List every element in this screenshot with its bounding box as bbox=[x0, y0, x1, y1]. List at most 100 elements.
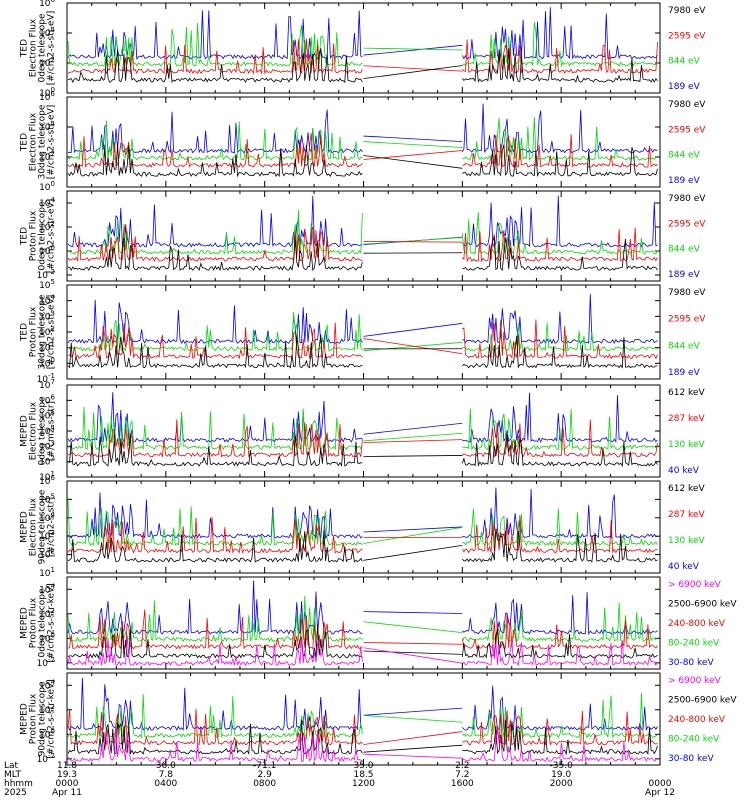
series-trace-green bbox=[67, 694, 363, 739]
y-tick-exponent: 2 bbox=[51, 607, 55, 615]
y-axis-label-line: TED bbox=[20, 133, 30, 152]
series-trace-black bbox=[462, 335, 658, 369]
series-trace-black bbox=[461, 48, 658, 83]
y-axis-label-line: MEPED bbox=[20, 511, 30, 543]
gap-connector-red bbox=[363, 150, 463, 160]
legend-entry: 7980 eV bbox=[668, 100, 706, 110]
series-trace-red bbox=[462, 710, 658, 747]
y-tick-exponent: 0 bbox=[51, 631, 55, 639]
y-axis-label-line: Electron Flux bbox=[29, 112, 39, 171]
gap-connector-red bbox=[363, 241, 463, 243]
y-axis-label-line: 0deg telescope bbox=[38, 13, 48, 83]
y-axis-label-line: 90deg telescope bbox=[38, 681, 48, 756]
gap-connector-green bbox=[363, 47, 463, 51]
gap-connector-black bbox=[363, 650, 463, 655]
series-trace-green bbox=[67, 22, 363, 68]
y-axis-label-line: TED bbox=[20, 227, 30, 246]
x-axis-mlt-label: 19.3 bbox=[57, 770, 77, 780]
legend-entry: 130 keV bbox=[668, 440, 705, 450]
series-trace-black bbox=[67, 144, 363, 178]
y-axis-label-line: Proton Flux bbox=[29, 597, 39, 648]
gap-connector-red bbox=[363, 642, 463, 645]
gap-connector-black bbox=[363, 455, 463, 457]
plot-frame bbox=[66, 480, 661, 574]
y-tick-exponent: 3 bbox=[51, 439, 55, 447]
y-tick-exponent: 5 bbox=[51, 278, 55, 286]
series-trace-black bbox=[67, 334, 363, 369]
legend-entry: 2595 eV bbox=[668, 315, 706, 325]
legend-entry: 844 eV bbox=[668, 341, 701, 351]
y-axis-label-line: 90deg telescope bbox=[38, 489, 48, 564]
series-trace-red bbox=[67, 516, 363, 554]
y-axis-label: MEPEDElectron Flux90deg telescope[#/cm2-… bbox=[20, 489, 57, 564]
series-trace-magenta bbox=[67, 635, 363, 667]
x-axis-row-label: 2025 bbox=[4, 788, 27, 798]
gap-connector-blue bbox=[363, 44, 463, 56]
y-axis-label-line: 0deg telescope bbox=[38, 588, 48, 658]
gap-connector-magenta bbox=[363, 647, 463, 664]
y-axis-label-line: 30deg telescope bbox=[38, 294, 48, 369]
y-axis-label-line: [#/cm2-s-str-keV] bbox=[47, 679, 57, 758]
series-trace-blue bbox=[461, 103, 658, 155]
series-trace-black bbox=[67, 624, 363, 660]
y-tick-exponent: 3 bbox=[51, 529, 55, 537]
y-axis-label-line: Electron Flux bbox=[29, 18, 39, 77]
y-axis-label-line: Proton Flux bbox=[29, 306, 39, 357]
series-trace-black bbox=[67, 530, 363, 563]
plot-frame bbox=[66, 384, 661, 478]
y-tick-exponent: 4 bbox=[51, 26, 56, 34]
gap-connector-green bbox=[363, 621, 463, 634]
legend-entry: 287 keV bbox=[668, 510, 705, 520]
y-axis-label-line: TED bbox=[20, 39, 30, 58]
gap-connector-red bbox=[363, 65, 463, 72]
x-axis-row-label: MLT bbox=[4, 770, 22, 780]
y-tick-exponent: -2 bbox=[48, 268, 55, 276]
series-trace-green bbox=[461, 602, 658, 643]
legend-entry: 2595 eV bbox=[668, 125, 706, 135]
x-axis-lat-label: -71.1 bbox=[253, 761, 276, 771]
x-axis-date-label: Apr 11 bbox=[52, 788, 82, 798]
y-tick-exponent: 2 bbox=[51, 56, 55, 64]
legend-entry: 130 keV bbox=[668, 536, 705, 546]
legend-entry: 30-80 keV bbox=[668, 754, 714, 764]
series-trace-blue bbox=[461, 195, 658, 248]
y-tick-exponent: 4 bbox=[51, 678, 56, 686]
gap-connector-black bbox=[363, 744, 463, 753]
legend-entry: 80-240 keV bbox=[668, 639, 720, 649]
y-tick-exponent: 4 bbox=[51, 196, 56, 204]
x-axis-mlt-label: 7.2 bbox=[455, 770, 469, 780]
y-tick-exponent: 2 bbox=[51, 150, 55, 158]
legend-entry: 189 eV bbox=[668, 176, 701, 186]
series-trace-black bbox=[461, 629, 658, 659]
y-axis-label-line: Electron Flux bbox=[29, 497, 39, 556]
y-axis-label-line: MEPED bbox=[20, 607, 30, 639]
y-axis-label-line: 0deg telescope bbox=[38, 201, 48, 271]
x-axis-hhmm-label: 0000 bbox=[56, 779, 79, 789]
legend-entry: 2595 eV bbox=[668, 219, 706, 229]
y-axis-label: TEDProton Flux0deg telescope[#/cm2-s-str… bbox=[20, 199, 57, 274]
y-tick-exponent: -1 bbox=[48, 372, 55, 380]
x-axis-mlt-label: 2.9 bbox=[258, 770, 273, 780]
legend-entry: 844 eV bbox=[668, 151, 701, 161]
legend-entry: 612 keV bbox=[668, 388, 705, 398]
x-axis-hhmm-label: 0000 bbox=[649, 779, 672, 789]
x-axis-hhmm-label: 0400 bbox=[154, 779, 177, 789]
y-axis-label-line: Proton Flux bbox=[29, 693, 39, 744]
gap-connector-green bbox=[363, 141, 463, 148]
gap-connector-black bbox=[363, 155, 463, 169]
legend-entry: 7980 eV bbox=[668, 6, 706, 16]
y-tick-exponent: 6 bbox=[51, 393, 56, 401]
series-trace-green bbox=[67, 311, 363, 353]
x-axis-hhmm-label: 2000 bbox=[550, 779, 573, 789]
series-trace-red bbox=[67, 224, 363, 263]
y-axis-label: MEPEDElectron Flux0deg telescope[#/cm2-s… bbox=[20, 396, 57, 466]
y-axis-label-line: [#/cm2-s-str-eV] bbox=[47, 199, 57, 274]
series-trace-green bbox=[462, 22, 658, 68]
y-tick-exponent: -2 bbox=[48, 656, 55, 664]
series-trace-blue bbox=[462, 685, 658, 732]
y-tick-exponent: 4 bbox=[51, 424, 56, 432]
